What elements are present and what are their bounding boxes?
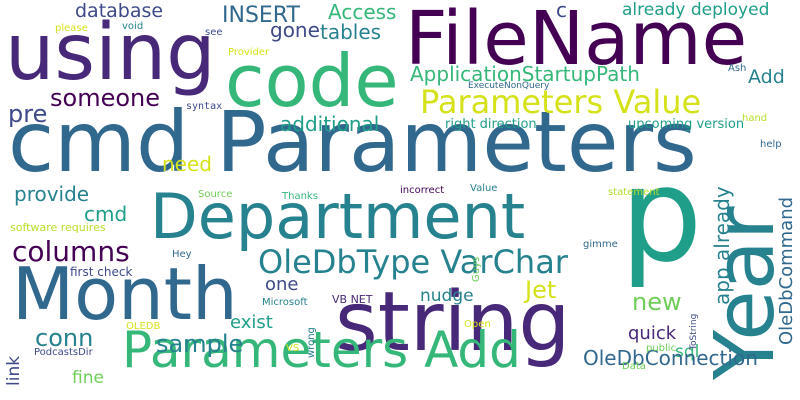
word-incorrect: incorrect <box>400 185 445 196</box>
word-columns: columns <box>12 235 130 268</box>
word-code: code <box>225 39 399 123</box>
word-wrong: wrong <box>306 327 317 358</box>
word-guys: Guys <box>471 256 482 282</box>
word-parameters-add: Parameters Add <box>122 321 521 379</box>
word-ash: Ash <box>728 63 747 74</box>
word-please: please <box>55 23 88 34</box>
word-department: Department <box>150 180 526 253</box>
word-month: Month <box>12 252 238 336</box>
word-add: Add <box>748 66 785 88</box>
word-oledbconnection: OleDbConnection <box>583 346 758 370</box>
word-oledbcommand: OleDbCommand <box>776 196 797 345</box>
word-void: void <box>122 21 144 32</box>
word-provider: Provider <box>228 47 270 58</box>
word-one: one <box>265 274 299 295</box>
word-oledbtype-varchar: OleDbType VarChar <box>258 243 568 281</box>
word-vb-net: VB NET <box>332 293 373 306</box>
word-filename: FileName <box>405 0 748 82</box>
word-public: public <box>646 343 677 354</box>
word-vs: VS <box>286 343 300 354</box>
word-sql: sql <box>675 342 700 362</box>
word-cmd-small: cmd <box>84 202 128 226</box>
word-database: database <box>75 0 164 22</box>
word-tostring: ToString <box>689 313 699 350</box>
word-value: Value <box>470 183 498 194</box>
word-conn: conn <box>35 324 94 352</box>
word-fine: fine <box>72 368 104 388</box>
word-link: link <box>4 355 24 386</box>
word-applicationstartuppath: ApplicationStartupPath <box>410 62 640 86</box>
word-statement: statement <box>608 187 660 198</box>
word-executenonquery: ExecuteNonQuery <box>468 81 550 91</box>
word-string: string <box>335 275 571 370</box>
word-see: see <box>205 27 223 38</box>
word-thanks: Thanks <box>282 191 318 202</box>
word-nudge: nudge <box>420 286 474 306</box>
word-oledb: OLEDB <box>126 321 161 332</box>
word-hand: hand <box>742 113 768 124</box>
word-need: need <box>162 152 212 176</box>
word-additional: additional <box>280 112 380 136</box>
word-podcastsdir: PodcastsDir <box>34 347 93 358</box>
word-app-already: app already <box>710 186 734 305</box>
word-gone: gone <box>270 18 320 42</box>
word-someone: someone <box>50 84 160 112</box>
word-first-check: first check <box>70 265 133 279</box>
word-insert: INSERT <box>222 3 300 28</box>
word-c: c <box>556 0 567 22</box>
word-hey: Hey <box>172 249 192 260</box>
word-syntax: syntax <box>186 101 223 112</box>
word-upcoming-version: upcoming version <box>628 117 745 132</box>
word-microsoft: Microsoft <box>262 297 308 308</box>
word-data: Data <box>622 361 646 372</box>
word-gimme: gimme <box>583 239 618 250</box>
word-sample: sample <box>156 330 244 358</box>
word-access: Access <box>328 0 397 24</box>
word-help: help <box>760 139 782 150</box>
word-right-direction: right direction <box>445 117 537 132</box>
word-pre: pre <box>8 100 48 128</box>
word-tables: tables <box>320 20 382 44</box>
word-using: using <box>5 8 216 98</box>
word-open: Open <box>464 319 491 330</box>
word-exist: exist <box>230 312 273 333</box>
word-software-requires: software requires <box>10 221 106 234</box>
word-provide: provide <box>14 182 90 206</box>
word-quick: quick <box>628 323 677 344</box>
word-source: Source <box>198 189 233 200</box>
word-cmd-parameters: cmd Parameters <box>8 93 697 191</box>
word-jet: Jet <box>525 276 557 304</box>
word-p: p <box>620 139 703 291</box>
word-parameters-value: Parameters Value <box>420 83 702 121</box>
word-new: new <box>632 288 682 316</box>
word-already-deployed: already deployed <box>622 0 770 20</box>
